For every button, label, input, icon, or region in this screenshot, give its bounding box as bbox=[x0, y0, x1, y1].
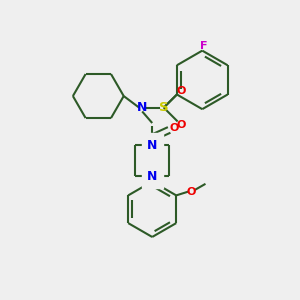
Text: F: F bbox=[200, 41, 208, 51]
Text: O: O bbox=[176, 86, 185, 96]
Text: N: N bbox=[137, 101, 147, 114]
Text: N: N bbox=[147, 139, 158, 152]
Text: S: S bbox=[159, 101, 169, 114]
Text: O: O bbox=[176, 119, 185, 130]
Text: O: O bbox=[169, 123, 178, 134]
Text: O: O bbox=[187, 187, 196, 196]
Text: N: N bbox=[147, 169, 158, 183]
